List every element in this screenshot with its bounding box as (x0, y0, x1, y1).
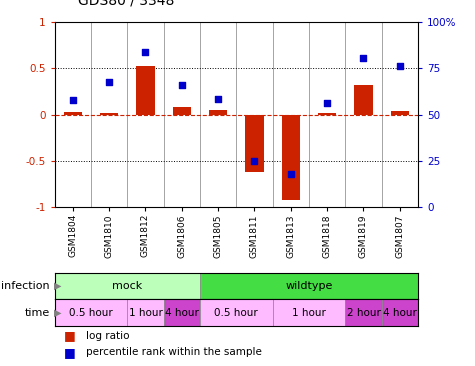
Bar (55, 299, 127, 326)
Text: time: time (25, 307, 50, 318)
Bar (209, 110, 227, 115)
Bar (382, 299, 418, 326)
Text: 1 hour: 1 hour (129, 307, 162, 318)
Bar (127, 299, 163, 326)
Text: wildtype: wildtype (285, 281, 332, 291)
Point (360, 55, 367, 61)
Point (142, 49, 149, 55)
Point (105, 79, 113, 85)
Bar (391, 111, 409, 115)
Bar (345, 299, 381, 326)
Bar (200, 273, 418, 299)
Text: mock: mock (112, 281, 142, 291)
Bar (163, 299, 200, 326)
Point (396, 63, 404, 69)
Point (178, 82, 186, 88)
Text: 1 hour: 1 hour (292, 307, 326, 318)
Text: ■: ■ (64, 329, 76, 343)
Bar (354, 85, 372, 115)
Bar (246, 115, 264, 172)
Bar (273, 299, 345, 326)
Bar (173, 107, 191, 115)
Text: infection: infection (1, 281, 50, 291)
Text: 2 hour: 2 hour (347, 307, 380, 318)
Text: 0.5 hour: 0.5 hour (214, 307, 258, 318)
Point (251, 158, 258, 164)
Text: log ratio: log ratio (86, 331, 129, 341)
Text: percentile rank within the sample: percentile rank within the sample (86, 347, 261, 357)
Text: 0.5 hour: 0.5 hour (69, 307, 113, 318)
Bar (318, 113, 336, 115)
Text: ▶: ▶ (54, 281, 61, 291)
Bar (136, 66, 154, 115)
Point (69, 97, 76, 103)
Bar (55, 273, 200, 299)
Text: ■: ■ (64, 346, 76, 359)
Point (287, 171, 294, 177)
Bar (64, 112, 82, 115)
Text: GDS80 / 3348: GDS80 / 3348 (78, 0, 175, 7)
Bar (282, 115, 300, 200)
Bar (100, 113, 118, 115)
Text: 4 hour: 4 hour (165, 307, 199, 318)
Bar (200, 299, 273, 326)
Point (323, 101, 331, 107)
Text: 4 hour: 4 hour (383, 307, 417, 318)
Text: ▶: ▶ (54, 307, 61, 318)
Point (214, 96, 222, 102)
